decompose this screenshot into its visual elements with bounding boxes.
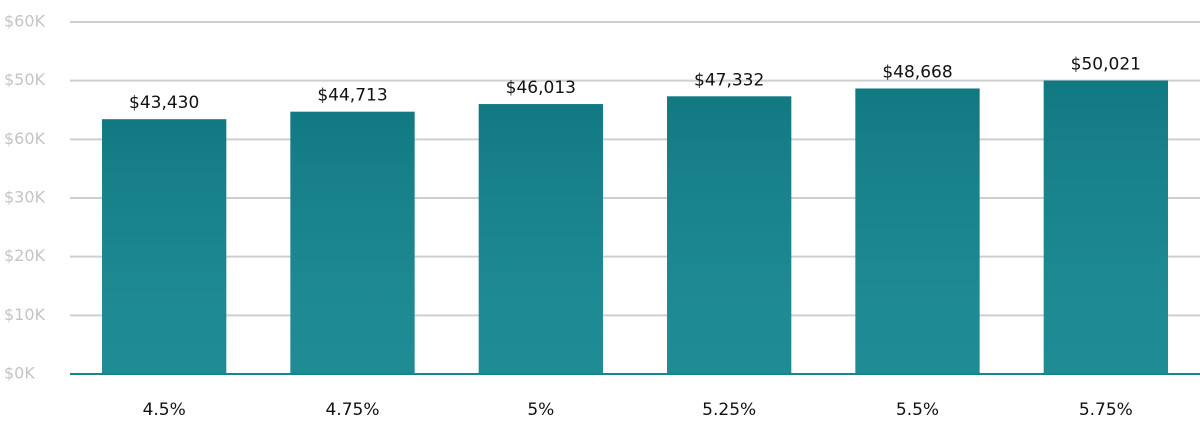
bar-shade <box>102 119 227 374</box>
bar-shade <box>478 104 603 374</box>
x-tick-label: 5.5% <box>896 400 939 420</box>
y-tick-label: $20K <box>4 246 46 265</box>
x-tick-label: 5% <box>527 400 554 420</box>
x-tick-label: 4.5% <box>143 400 186 420</box>
value-label: $43,430 <box>129 93 199 113</box>
value-label: $48,668 <box>882 62 952 82</box>
y-tick-label: $30K <box>4 188 46 207</box>
bar-shade <box>667 96 792 374</box>
value-label: $50,021 <box>1071 55 1141 75</box>
x-tick-label: 5.25% <box>702 400 756 420</box>
x-tick-label: 5.75% <box>1079 400 1133 420</box>
value-label: $44,713 <box>317 86 387 106</box>
bar-shade <box>290 111 415 375</box>
bar-shade <box>1043 80 1168 375</box>
bar-shade <box>855 88 980 374</box>
y-tick-label: $60K <box>4 129 46 148</box>
y-tick-label: $60K <box>4 12 46 31</box>
value-label: $47,332 <box>694 70 764 90</box>
y-tick-label: $0K <box>4 364 35 383</box>
x-tick-label: 4.75% <box>325 400 379 420</box>
value-label: $46,013 <box>506 78 576 98</box>
y-tick-label: $10K <box>4 305 46 324</box>
y-tick-label: $50K <box>4 70 46 89</box>
